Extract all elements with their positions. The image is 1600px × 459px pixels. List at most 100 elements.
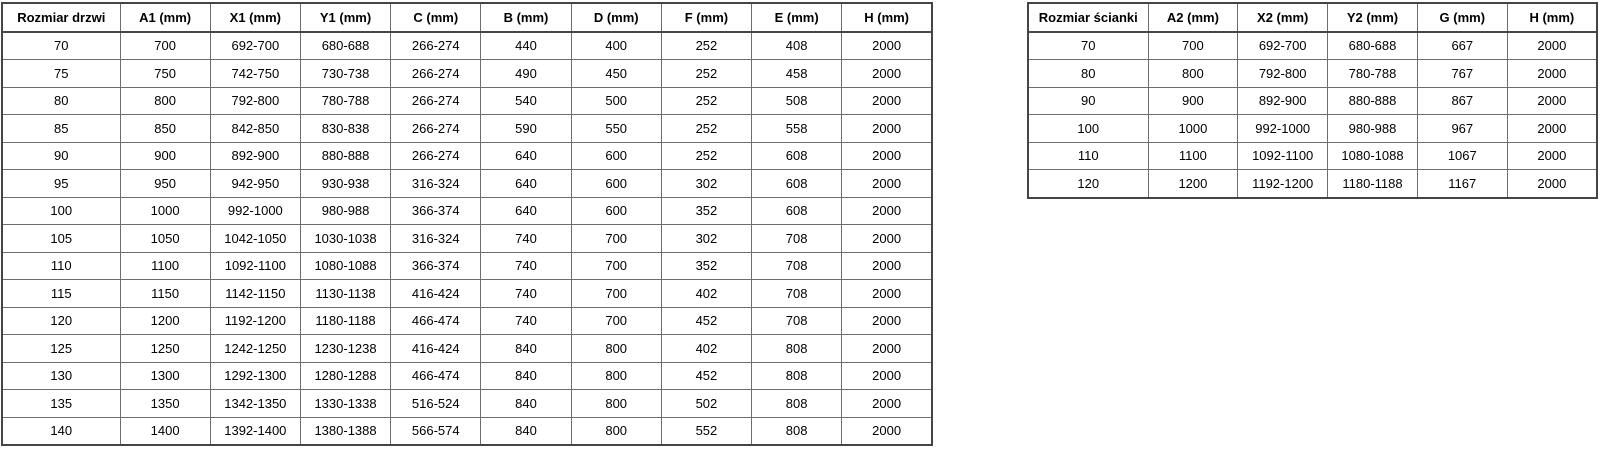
header-row: Rozmiar drzwi A1 (mm) X1 (mm) Y1 (mm) C (mm)… bbox=[1, 2, 933, 33]
table-row: 110 1100 1092-1100 1080-1088 366-374 740 700 35… bbox=[1, 251, 933, 280]
table-cell: 680-688 bbox=[299, 31, 392, 60]
table-cell: 366-374 bbox=[390, 196, 482, 225]
table-cell: 100 bbox=[1027, 114, 1149, 143]
column-header: E (mm) bbox=[751, 2, 843, 33]
table-cell: 566-574 bbox=[390, 416, 482, 446]
table-cell: 2000 bbox=[841, 361, 933, 390]
table-cell: 992-1000 bbox=[1237, 114, 1329, 143]
table-cell: 440 bbox=[480, 31, 572, 60]
table-cell: 600 bbox=[570, 196, 662, 225]
table-cell: 558 bbox=[751, 114, 843, 143]
column-header: C (mm) bbox=[390, 2, 482, 33]
table-cell: 1092-1100 bbox=[209, 251, 301, 280]
wall-table-body: 70 700 692-700 680-688 667 2000 80 800 792-800 78… bbox=[1027, 31, 1598, 198]
table-cell: 800 bbox=[119, 86, 211, 115]
column-header: X2 (mm) bbox=[1237, 2, 1329, 33]
table-row: 90 900 892-900 880-888 266-274 640 600 252 608 20… bbox=[1, 141, 933, 170]
table-cell: 667 bbox=[1416, 31, 1508, 60]
table-cell: 466-474 bbox=[390, 306, 482, 335]
table-cell: 1380-1388 bbox=[299, 416, 392, 446]
table-cell: 600 bbox=[570, 169, 662, 198]
table-cell: 466-474 bbox=[390, 361, 482, 390]
table-cell: 1330-1338 bbox=[299, 389, 392, 418]
table-row: 80 800 792-800 780-788 767 2000 bbox=[1027, 59, 1598, 88]
table-cell: 800 bbox=[570, 389, 662, 418]
table-cell: 1067 bbox=[1416, 141, 1508, 170]
table-cell: 640 bbox=[480, 141, 572, 170]
table-cell: 266-274 bbox=[390, 141, 482, 170]
table-cell: 808 bbox=[751, 416, 843, 446]
wall-table-header: Rozmiar ścianki A2 (mm) X2 (mm) Y2 (mm) G (m… bbox=[1027, 2, 1598, 33]
table-cell: 850 bbox=[119, 114, 211, 143]
table-cell: 2000 bbox=[1506, 169, 1598, 198]
table-cell: 1342-1350 bbox=[209, 389, 301, 418]
table-cell: 2000 bbox=[841, 224, 933, 253]
table-cell: 302 bbox=[660, 169, 753, 198]
table-cell: 808 bbox=[751, 361, 843, 390]
table-cell: 252 bbox=[660, 59, 753, 88]
table-cell: 80 bbox=[1027, 59, 1149, 88]
table-cell: 1142-1150 bbox=[209, 279, 301, 308]
table-cell: 1292-1300 bbox=[209, 361, 301, 390]
table-cell: 1080-1088 bbox=[1327, 141, 1418, 170]
table-row: 75 750 742-750 730-738 266-274 490 450 252 458 20… bbox=[1, 59, 933, 88]
column-header: B (mm) bbox=[480, 2, 572, 33]
table-cell: 900 bbox=[1147, 86, 1239, 115]
table-cell: 266-274 bbox=[390, 31, 482, 60]
table-cell: 950 bbox=[119, 169, 211, 198]
table-cell: 80 bbox=[1, 86, 121, 115]
table-cell: 980-988 bbox=[299, 196, 392, 225]
table-cell: 608 bbox=[751, 169, 843, 198]
table-row: 115 1150 1142-1150 1130-1138 416-424 740 700 40… bbox=[1, 279, 933, 308]
table-cell: 352 bbox=[660, 196, 753, 225]
table-cell: 942-950 bbox=[209, 169, 301, 198]
table-cell: 500 bbox=[570, 86, 662, 115]
column-header: H (mm) bbox=[841, 2, 933, 33]
table-cell: 800 bbox=[570, 416, 662, 446]
table-cell: 1092-1100 bbox=[1237, 141, 1329, 170]
table-cell: 2000 bbox=[1506, 86, 1598, 115]
table-row: 100 1000 992-1000 980-988 366-374 640 600 352 60… bbox=[1, 196, 933, 225]
table-cell: 2000 bbox=[841, 416, 933, 446]
table-cell: 402 bbox=[660, 334, 753, 363]
table-cell: 110 bbox=[1, 251, 121, 280]
table-cell: 740 bbox=[480, 224, 572, 253]
table-cell: 892-900 bbox=[209, 141, 301, 170]
column-header: F (mm) bbox=[660, 2, 753, 33]
table-cell: 842-850 bbox=[209, 114, 301, 143]
table-cell: 800 bbox=[570, 334, 662, 363]
table-cell: 840 bbox=[480, 389, 572, 418]
table-cell: 2000 bbox=[841, 334, 933, 363]
table-row: 105 1050 1042-1050 1030-1038 316-324 740 700 30… bbox=[1, 224, 933, 253]
table-cell: 830-838 bbox=[299, 114, 392, 143]
table-cell: 700 bbox=[570, 224, 662, 253]
table-cell: 2000 bbox=[841, 306, 933, 335]
table-cell: 980-988 bbox=[1327, 114, 1418, 143]
column-header: G (mm) bbox=[1416, 2, 1508, 33]
table-cell: 967 bbox=[1416, 114, 1508, 143]
header-row: Rozmiar ścianki A2 (mm) X2 (mm) Y2 (mm) G (m… bbox=[1027, 2, 1598, 33]
table-cell: 692-700 bbox=[1237, 31, 1329, 60]
table-cell: 1100 bbox=[119, 251, 211, 280]
table-cell: 1180-1188 bbox=[299, 306, 392, 335]
table-row: 120 1200 1192-1200 1180-1188 466-474 740 700 45… bbox=[1, 306, 933, 335]
table-cell: 2000 bbox=[841, 114, 933, 143]
table-cell: 700 bbox=[1147, 31, 1239, 60]
table-cell: 1080-1088 bbox=[299, 251, 392, 280]
table-cell: 316-324 bbox=[390, 169, 482, 198]
column-header: X1 (mm) bbox=[209, 2, 301, 33]
table-cell: 352 bbox=[660, 251, 753, 280]
table-cell: 1400 bbox=[119, 416, 211, 446]
table-cell: 792-800 bbox=[209, 86, 301, 115]
table-cell: 867 bbox=[1416, 86, 1508, 115]
table-cell: 750 bbox=[119, 59, 211, 88]
table-cell: 1200 bbox=[1147, 169, 1239, 198]
table-cell: 892-900 bbox=[1237, 86, 1329, 115]
table-cell: 608 bbox=[751, 141, 843, 170]
column-header: D (mm) bbox=[570, 2, 662, 33]
table-row: 95 950 942-950 930-938 316-324 640 600 302 608 20… bbox=[1, 169, 933, 198]
table-cell: 730-738 bbox=[299, 59, 392, 88]
table-cell: 266-274 bbox=[390, 59, 482, 88]
table-cell: 1242-1250 bbox=[209, 334, 301, 363]
